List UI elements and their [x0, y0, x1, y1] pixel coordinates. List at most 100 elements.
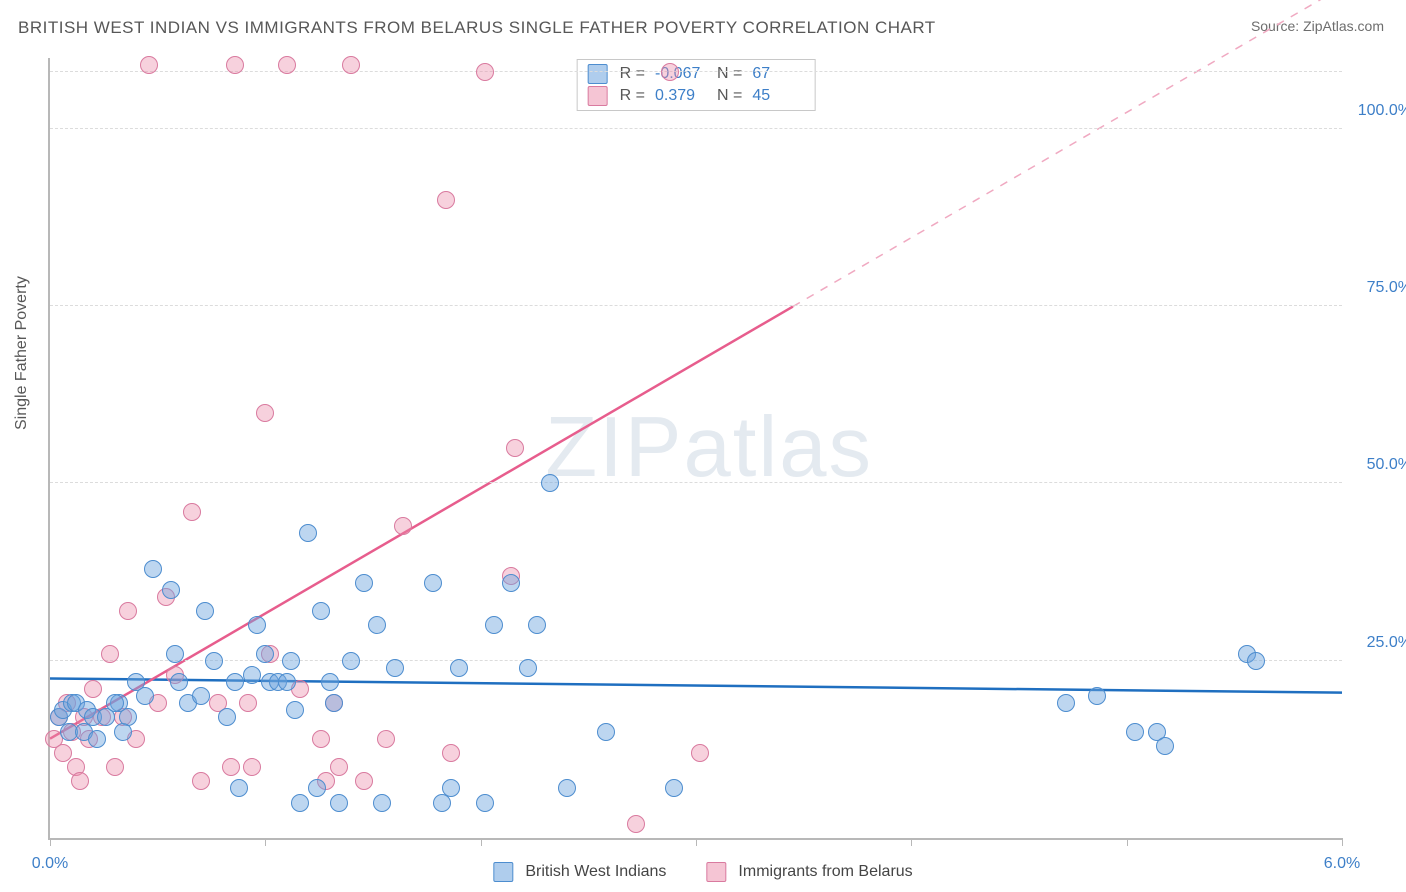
series1-point: [1057, 694, 1075, 712]
series1-point: [368, 616, 386, 634]
series1-point: [330, 794, 348, 812]
legend-item-series2: Immigrants from Belarus: [706, 862, 912, 882]
chart-source: Source: ZipAtlas.com: [1251, 18, 1384, 34]
series1-point: [218, 708, 236, 726]
series1-point: [256, 645, 274, 663]
legend-item-series1: British West Indians: [493, 862, 666, 882]
series1-swatch: [493, 862, 513, 882]
x-tick: [911, 838, 912, 846]
series1-point: [286, 701, 304, 719]
legend-stats-box: R = -0.067 N = 67 R = 0.379 N = 45: [577, 59, 816, 111]
series1-point: [1156, 737, 1174, 755]
series2-point: [437, 191, 455, 209]
x-tick: [50, 838, 51, 846]
series2-point: [226, 56, 244, 74]
series1-label: British West Indians: [525, 863, 666, 881]
r-label: R =: [620, 85, 645, 107]
y-tick-label: 75.0%: [1352, 279, 1406, 297]
series1-point: [230, 779, 248, 797]
chart-plot-area: ZIPatlas R = -0.067 N = 67 R = 0.379 N =…: [48, 58, 1342, 840]
chart-title: BRITISH WEST INDIAN VS IMMIGRANTS FROM B…: [18, 18, 936, 38]
series2-point: [394, 517, 412, 535]
series2-n-value: 45: [752, 85, 804, 107]
series2-point: [222, 758, 240, 776]
series1-point: [1247, 652, 1265, 670]
n-label: N =: [717, 85, 742, 107]
series2-trend-line-dashed: [793, 0, 1342, 307]
legend-stats-row-1: R = -0.067 N = 67: [588, 63, 805, 85]
series1-point: [226, 673, 244, 691]
x-tick: [481, 838, 482, 846]
series1-point: [312, 602, 330, 620]
series2-point: [330, 758, 348, 776]
series1-point: [243, 666, 261, 684]
series2-point: [119, 602, 137, 620]
gridline-h: [50, 305, 1342, 306]
series2-point: [312, 730, 330, 748]
y-tick-label: 25.0%: [1352, 634, 1406, 652]
series2-point: [256, 404, 274, 422]
x-tick-label: 0.0%: [32, 855, 68, 873]
series2-swatch: [706, 862, 726, 882]
series1-point: [162, 581, 180, 599]
series1-point: [106, 694, 124, 712]
series1-point: [325, 694, 343, 712]
series1-point: [502, 574, 520, 592]
series2-point: [355, 772, 373, 790]
series2-point: [442, 744, 460, 762]
series2-point: [106, 758, 124, 776]
series1-point: [205, 652, 223, 670]
series1-point: [1088, 687, 1106, 705]
series2-point: [101, 645, 119, 663]
y-tick-label: 50.0%: [1352, 456, 1406, 474]
series2-point: [691, 744, 709, 762]
series1-point: [248, 616, 266, 634]
series1-point: [144, 560, 162, 578]
series1-point: [88, 730, 106, 748]
series1-point: [308, 779, 326, 797]
series1-point: [424, 574, 442, 592]
series2-r-value: 0.379: [655, 85, 707, 107]
series1-point: [192, 687, 210, 705]
series1-point: [519, 659, 537, 677]
trend-lines-layer: [50, 58, 1342, 838]
series2-point: [661, 63, 679, 81]
series1-point: [114, 723, 132, 741]
gridline-h: [50, 71, 1342, 72]
series1-point: [541, 474, 559, 492]
series1-n-value: 67: [752, 63, 804, 85]
gridline-h: [50, 128, 1342, 129]
series2-label: Immigrants from Belarus: [738, 863, 912, 881]
series2-point: [243, 758, 261, 776]
series2-point: [627, 815, 645, 833]
series1-point: [342, 652, 360, 670]
x-tick: [696, 838, 697, 846]
series1-point: [291, 794, 309, 812]
series2-point: [342, 56, 360, 74]
series2-point: [84, 680, 102, 698]
series1-point: [528, 616, 546, 634]
y-tick-label: 100.0%: [1352, 102, 1406, 120]
series1-point: [278, 673, 296, 691]
series1-point: [476, 794, 494, 812]
series2-point: [377, 730, 395, 748]
x-tick: [265, 838, 266, 846]
series2-swatch: [588, 86, 608, 106]
series1-point: [442, 779, 460, 797]
series1-point: [373, 794, 391, 812]
series2-trend-line: [50, 307, 793, 739]
series2-point: [506, 439, 524, 457]
series1-point: [282, 652, 300, 670]
x-tick: [1342, 838, 1343, 846]
series2-point: [71, 772, 89, 790]
gridline-h: [50, 660, 1342, 661]
series1-point: [166, 645, 184, 663]
legend-bottom: British West Indians Immigrants from Bel…: [493, 862, 912, 882]
gridline-h: [50, 482, 1342, 483]
series2-point: [278, 56, 296, 74]
series1-point: [299, 524, 317, 542]
series1-swatch: [588, 64, 608, 84]
series1-point: [136, 687, 154, 705]
legend-stats-row-2: R = 0.379 N = 45: [588, 85, 805, 107]
r-label: R =: [620, 63, 645, 85]
